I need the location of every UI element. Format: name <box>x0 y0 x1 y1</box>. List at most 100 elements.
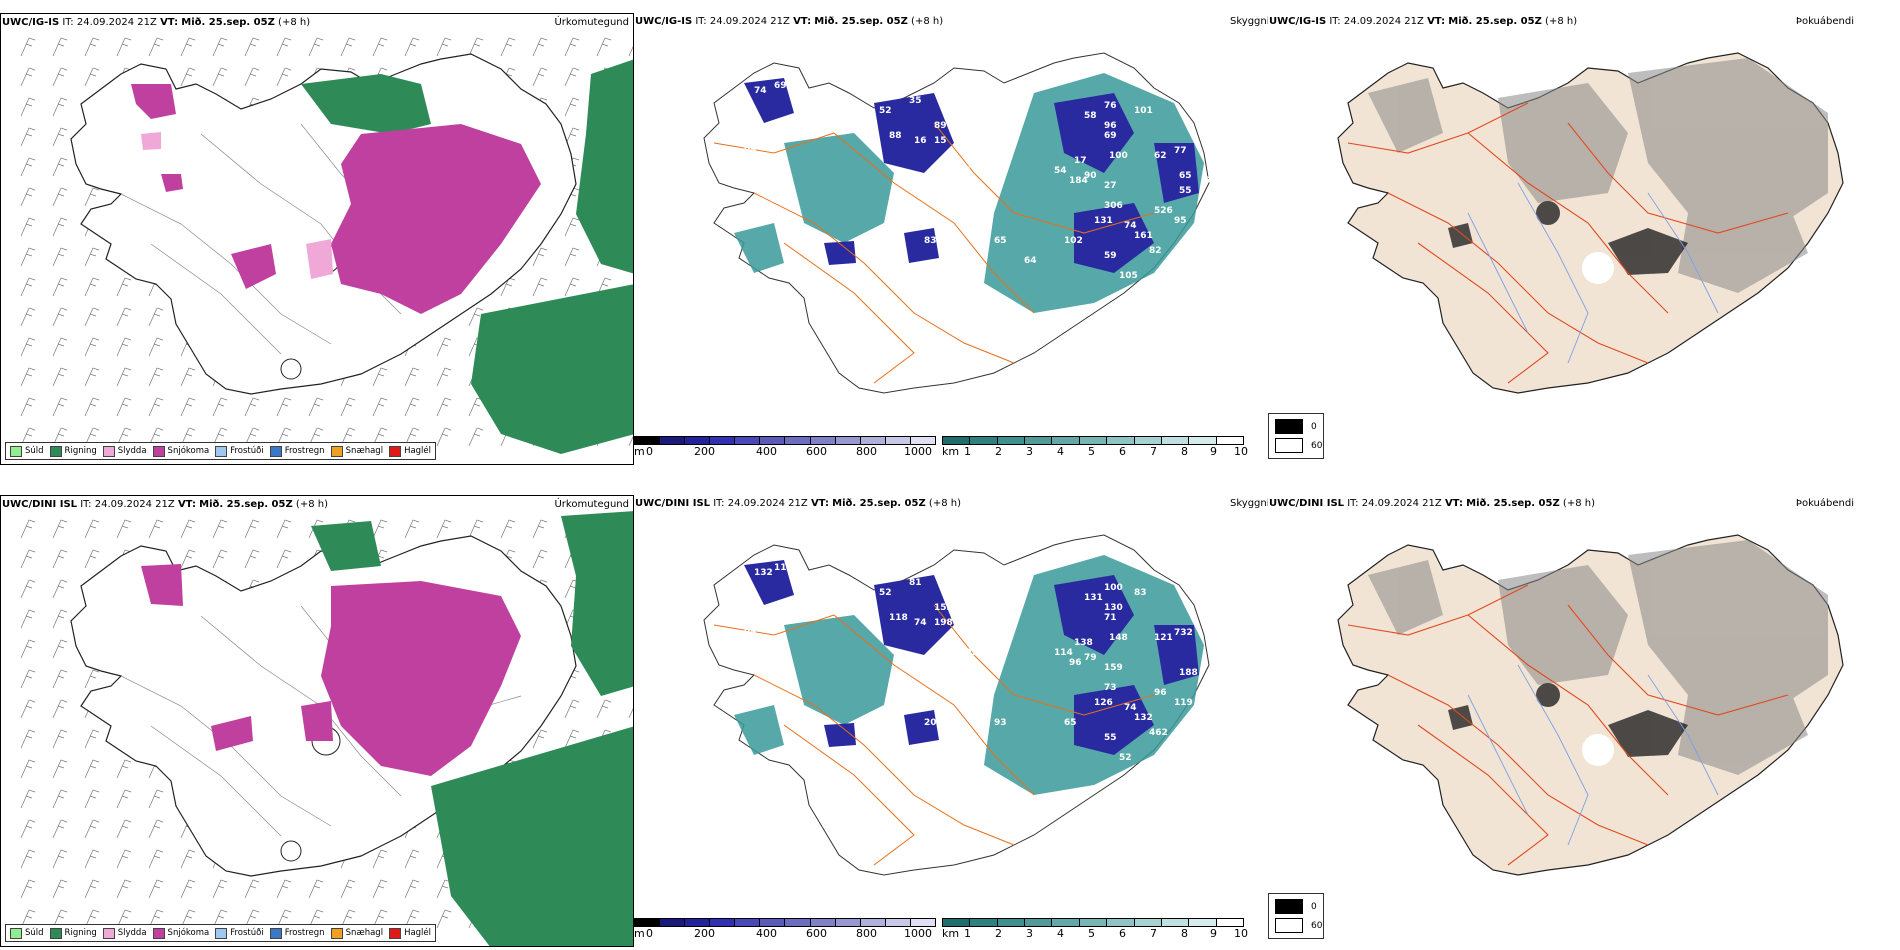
wind-barb <box>468 37 484 57</box>
wind-barb <box>52 247 68 267</box>
wind-barb <box>20 879 36 899</box>
wind-barb <box>564 729 580 749</box>
cloudbase-tick: 400 <box>756 927 777 940</box>
colorbar-bin-10 <box>1216 919 1243 926</box>
wind-barb <box>148 789 164 809</box>
cloudbase-tick: 800 <box>856 445 877 458</box>
visibility-colorbar: km 1 2 3 4 5 6 7 8 9 10 <box>942 436 1248 460</box>
wind-barb <box>148 819 164 839</box>
colorbar-bin-6 <box>785 437 811 444</box>
legend-item-rigning: Rigning <box>49 927 97 939</box>
wind-barb <box>212 67 228 87</box>
wind-barb <box>532 247 548 267</box>
wind-barb <box>212 879 228 899</box>
wind-barb <box>20 819 36 839</box>
cloudbase-height-label: 48 <box>944 186 957 196</box>
cloudbase-height-label: 55 <box>1179 186 1192 196</box>
colorbar-bin-9 <box>860 919 886 926</box>
wind-barb <box>180 849 196 869</box>
colorbar-bin-0 <box>943 919 971 926</box>
colorbar-bin-8 <box>1161 919 1190 926</box>
cloudbase-height-label: 65 <box>1064 718 1077 728</box>
cloudbase-height-label: 96 <box>1069 658 1082 668</box>
wind-barb <box>20 549 36 569</box>
visibility-tick: 7 <box>1150 445 1157 458</box>
swatch <box>215 445 228 457</box>
swatch <box>1275 419 1303 434</box>
wind-barb <box>84 277 100 297</box>
wind-barb <box>20 97 36 117</box>
cloudbase-colorbar: m 0 200 400 600 800 1000 <box>634 436 936 460</box>
wind-barb <box>244 427 260 447</box>
cloudbase-tick: 800 <box>856 927 877 940</box>
cloudbase-height-label: 93 <box>994 718 1007 728</box>
visibility-tick: 10 <box>1234 927 1248 940</box>
wind-barb <box>148 307 164 327</box>
cloudbase-height-label: 102 <box>1064 236 1083 246</box>
visibility-tick: 3 <box>1026 927 1033 940</box>
cloudbase-height-label: 74 <box>789 598 802 608</box>
cloudbase-height-label: 138 <box>1074 638 1093 648</box>
wind-barb <box>308 427 324 447</box>
legend-item-hagel: Haglél <box>389 927 431 939</box>
colorbar-bin-6 <box>785 919 811 926</box>
cloudbase-height-label: 161 <box>1134 231 1153 241</box>
visibility-unit: km <box>942 445 960 458</box>
fog-panel-row2: UWC/DINI ISL IT: 24.09.2024 21Z VT: Mið.… <box>1268 495 1900 891</box>
visibility-tick: 2 <box>995 445 1002 458</box>
cloudbase-height-label: 131 <box>1084 593 1103 603</box>
wind-barb <box>84 67 100 87</box>
colorbar-bin-5 <box>760 437 786 444</box>
legend-item-sudl: Súld <box>10 445 44 457</box>
cloudbase-height-label: 198 <box>934 618 953 628</box>
wind-barb <box>52 97 68 117</box>
wind-barb <box>372 427 388 447</box>
wind-barb <box>84 519 100 539</box>
colorbar-bin-10 <box>885 437 911 444</box>
wind-barb <box>84 759 100 779</box>
colorbar-bin-3 <box>1025 437 1053 444</box>
colorbar-bin-11 <box>910 437 935 444</box>
wind-barb <box>340 37 356 57</box>
cloudbase-height-label: 27 <box>1104 181 1117 191</box>
wind-barb <box>20 217 36 237</box>
wind-barb <box>372 909 388 929</box>
wind-barb <box>116 789 132 809</box>
wind-barb <box>20 699 36 719</box>
cloudbase-height-label: 81 <box>909 578 922 588</box>
colorbar-bin-4 <box>735 437 761 444</box>
visibility-tick: 9 <box>1210 927 1217 940</box>
legend-item-frostudi: Frostúði <box>215 927 264 939</box>
cloudbase-height-label: 55 <box>1104 733 1117 743</box>
wind-barb <box>244 909 260 929</box>
wind-barb <box>116 879 132 899</box>
wind-barb <box>564 67 580 87</box>
wind-barb <box>308 909 324 929</box>
wind-barb <box>436 909 452 929</box>
cloudbase-height-label: 83 <box>1134 588 1147 598</box>
cloudbase-height-label: 69 <box>774 81 787 91</box>
cloudbase-height-label: 59 <box>1104 251 1117 261</box>
wind-barb <box>84 669 100 689</box>
cloudbase-height-label: 73 <box>1104 683 1117 693</box>
wind-barb <box>52 819 68 839</box>
colorbar-strip <box>634 436 936 445</box>
wind-barb <box>52 789 68 809</box>
cloudbase-height-label: 148 <box>1109 633 1128 643</box>
colorbar-bin-0 <box>943 437 971 444</box>
legend-item-frostregn: Frostregn <box>269 445 325 457</box>
wind-barb <box>52 759 68 779</box>
wind-barb <box>116 759 132 779</box>
snow-areas <box>131 84 541 314</box>
rain-areas <box>301 59 633 454</box>
cloudbase-height-label: 89 <box>934 121 947 131</box>
cloudbase-height-label: 74 <box>914 618 927 628</box>
cloudbase-tick: 600 <box>806 445 827 458</box>
colorbar-bin-7 <box>810 437 836 444</box>
colorbar-strip <box>942 436 1244 445</box>
wind-barb <box>148 519 164 539</box>
precip-type-legend: Súld Rigning Slydda Snjókoma Frostúði Fr… <box>5 924 437 942</box>
cloudbase-height-label: 11 <box>774 563 787 573</box>
wind-barb <box>244 519 260 539</box>
colorbar-strip <box>634 918 936 927</box>
